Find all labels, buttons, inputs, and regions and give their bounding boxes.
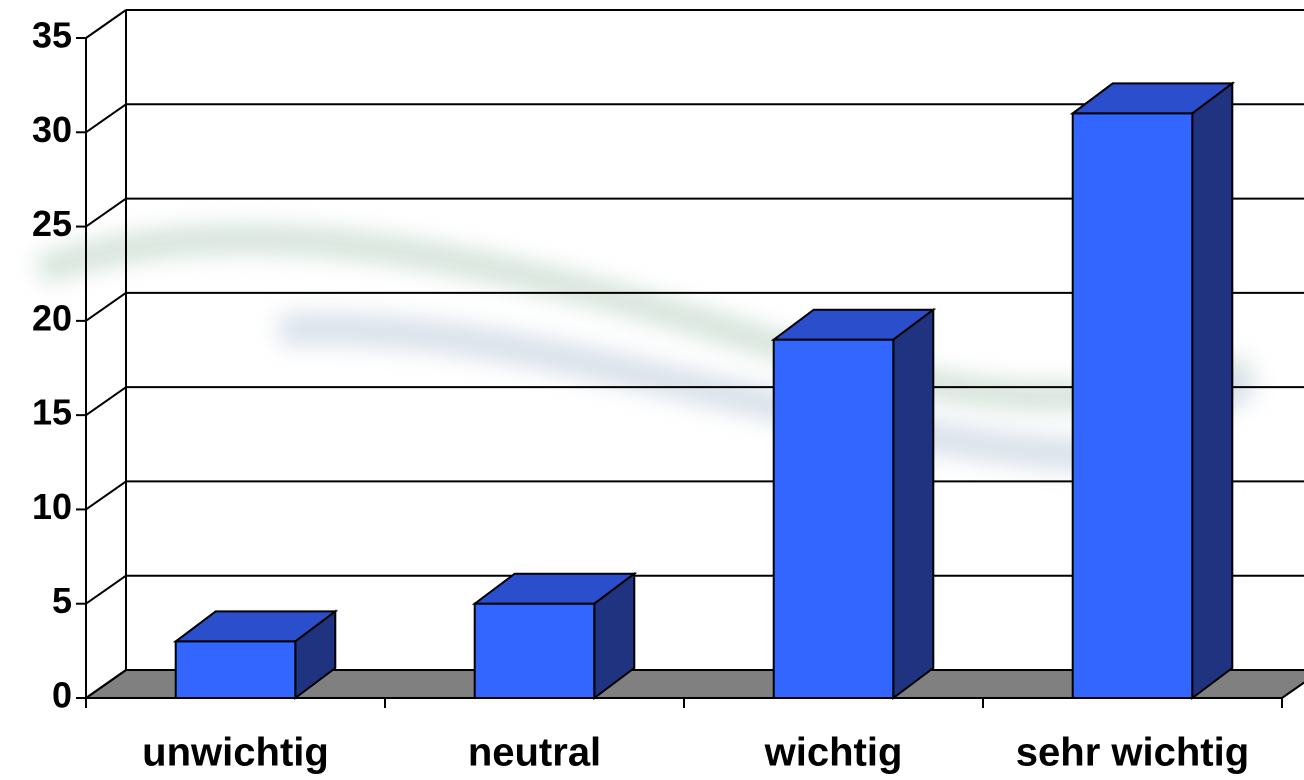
bar bbox=[471, 571, 638, 700]
y-tick-label: 5 bbox=[52, 580, 72, 621]
wall-tick bbox=[85, 480, 127, 511]
x-tick-label: unwichtig bbox=[142, 731, 329, 775]
bar-front bbox=[174, 640, 297, 700]
background-swoosh bbox=[35, 226, 1257, 470]
bar-side bbox=[892, 307, 935, 700]
bar-front bbox=[772, 338, 895, 699]
wall-tick bbox=[85, 292, 127, 322]
bar bbox=[1069, 81, 1236, 700]
wall-tick bbox=[85, 669, 127, 699]
wall-tick bbox=[85, 9, 127, 39]
wall-tick bbox=[85, 197, 127, 228]
bar-front bbox=[473, 602, 596, 700]
plot: 0 5 10 15 20 25 30 35 unwichtig neutral wichtig seh… bbox=[32, 9, 1304, 775]
y-tick-label: 20 bbox=[32, 297, 72, 338]
bar bbox=[770, 307, 937, 700]
bar-side bbox=[1191, 81, 1234, 700]
wall-tick bbox=[85, 103, 127, 134]
y-tick-label: 15 bbox=[32, 392, 72, 433]
y-tick-label: 10 bbox=[32, 486, 72, 527]
x-tick-label: wichtig bbox=[764, 731, 903, 775]
x-tick-label: sehr wichtig bbox=[1016, 731, 1249, 775]
bar bbox=[172, 609, 339, 700]
wall-tick bbox=[85, 574, 127, 605]
y-tick-label: 25 bbox=[32, 203, 72, 244]
bar-front bbox=[1071, 112, 1194, 699]
y-tick-label: 35 bbox=[32, 15, 72, 56]
x-tick-label: neutral bbox=[468, 731, 601, 775]
wall-tick bbox=[85, 386, 127, 416]
y-tick-label: 0 bbox=[52, 675, 72, 716]
y-tick-label: 30 bbox=[32, 109, 72, 150]
